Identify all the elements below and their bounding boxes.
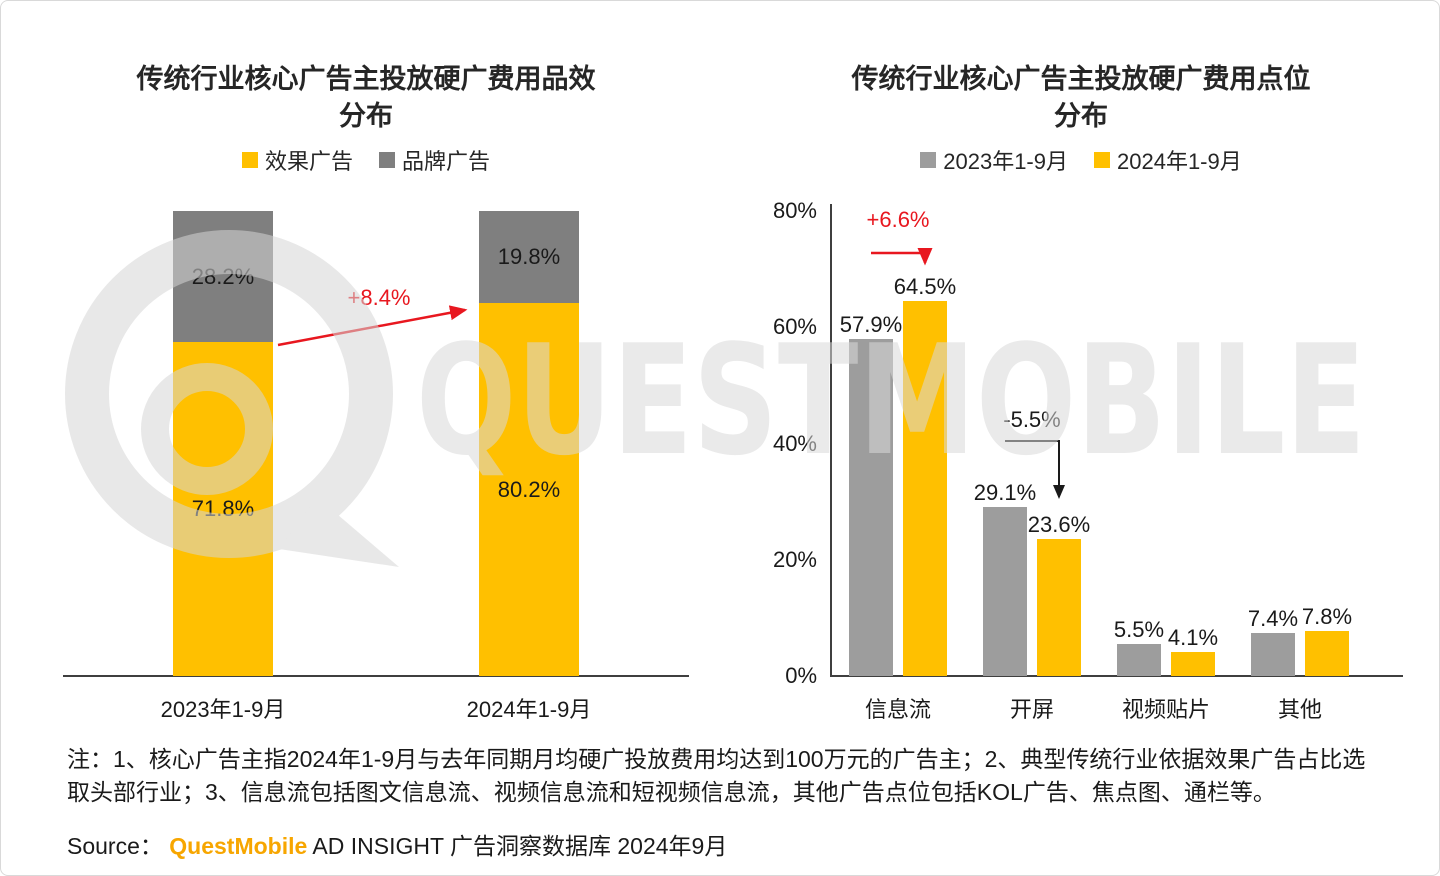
- y-axis-tick-label: 0%: [785, 663, 817, 688]
- bar-value-label: 7.8%: [1301, 604, 1353, 629]
- annotation-left-growth: +8.4%: [347, 285, 411, 310]
- legend-item-2023: 2023年1-9月: [920, 144, 1068, 176]
- legend-item-effect-ads: 效果广告: [241, 144, 353, 176]
- right-x-axis-label: 信息流: [864, 697, 932, 722]
- y-axis-tick-label: 60%: [772, 314, 817, 340]
- bar-value-label: 4.1%: [1167, 625, 1219, 650]
- y-axis-tick-label: 80%: [772, 198, 817, 223]
- right-x-axis-label: 开屏: [1009, 697, 1055, 722]
- legend-label-effect-ads: 效果广告: [264, 149, 353, 174]
- legend-item-2024: 2024年1-9月: [1094, 144, 1242, 176]
- grouped-bar-2023: [849, 339, 893, 676]
- legend-label-2024: 2024年1-9月: [1117, 149, 1242, 174]
- right-x-axis-label: 视频贴片: [1121, 697, 1211, 722]
- left-x-axis-label: 2023年1-9月: [160, 697, 286, 722]
- legend-label-brand-ads: 品牌广告: [402, 149, 491, 174]
- bar-value-label: 7.4%: [1247, 606, 1299, 631]
- legend-swatch-brand-ads: [379, 152, 395, 168]
- stacked-bar-brand-segment: [479, 211, 579, 303]
- legend-swatch-2023: [920, 152, 937, 168]
- footnotes: 注：1、核心广告主指2024年1-9月与去年同期月均硬广投放费用均达到100万元…: [67, 746, 1366, 805]
- annotation-infoflow-change: +6.6%: [866, 207, 930, 232]
- bar-value-label: 5.5%: [1113, 617, 1165, 642]
- source-line: Source： QuestMobile AD INSIGHT 广告洞察数据库 2…: [67, 827, 727, 861]
- bar-value-label: 64.5%: [893, 274, 957, 299]
- grouped-bar-2024: [1171, 652, 1215, 676]
- legend-label-2023: 2023年1-9月: [943, 149, 1068, 174]
- growth-arrow: [277, 305, 468, 347]
- source-brand: QuestMobile: [169, 833, 308, 859]
- left-x-axis-label: 2024年1-9月: [466, 697, 592, 722]
- left-chart-title-line2: 分布: [339, 101, 393, 131]
- source-label: Source：: [67, 833, 163, 859]
- legend-swatch-effect-ads: [241, 152, 258, 168]
- bar-value-label: 23.6%: [1027, 512, 1091, 537]
- left-chart-x-axis-line: [63, 675, 689, 677]
- grouped-bar-2024: [903, 301, 947, 676]
- infoflow-change-arrow: [871, 248, 933, 266]
- grouped-bar-2023: [1117, 644, 1161, 676]
- segment-value-label: 28.2%: [191, 263, 255, 289]
- right-chart-x-axis-line: [830, 675, 1403, 677]
- right-chart-title: 传统行业核心广告主投放硬广费用点位 分布: [725, 61, 1437, 135]
- right-chart-title-line1: 传统行业核心广告主投放硬广费用点位: [851, 64, 1311, 94]
- grouped-bar-2024: [1037, 539, 1081, 676]
- y-axis-tick-label: 20%: [772, 546, 817, 572]
- left-chart-title: 传统行业核心广告主投放硬广费用品效 分布: [1, 61, 731, 135]
- right-x-axis-label: 其他: [1277, 697, 1323, 722]
- left-chart-title-line1: 传统行业核心广告主投放硬广费用品效: [136, 64, 596, 94]
- y-axis-tick-label: 40%: [772, 430, 817, 456]
- segment-value-label: 71.8%: [191, 496, 255, 521]
- stacked-bar-effect-segment: [479, 303, 579, 676]
- annotation-splash-change: -5.5%: [1003, 407, 1061, 432]
- right-chart-title-line2: 分布: [1054, 101, 1108, 131]
- grouped-bar-2024: [1305, 631, 1349, 676]
- legend-item-brand-ads: 品牌广告: [379, 144, 490, 176]
- left-chart-legend: 效果广告 品牌广告: [1, 144, 731, 176]
- right-chart-legend: 2023年1-9月 2024年1-9月: [725, 144, 1437, 176]
- segment-value-label: 80.2%: [497, 476, 561, 502]
- segment-value-label: 19.8%: [497, 244, 561, 269]
- right-chart-y-axis-line: [830, 204, 832, 677]
- legend-swatch-2024: [1094, 152, 1110, 168]
- grouped-bar-2023: [983, 507, 1027, 676]
- bar-value-label: 29.1%: [973, 480, 1037, 505]
- bar-value-label: 57.9%: [839, 312, 903, 337]
- grouped-bar-2023: [1251, 633, 1295, 676]
- source-rest: AD INSIGHT 广告洞察数据库 2024年9月: [312, 833, 728, 859]
